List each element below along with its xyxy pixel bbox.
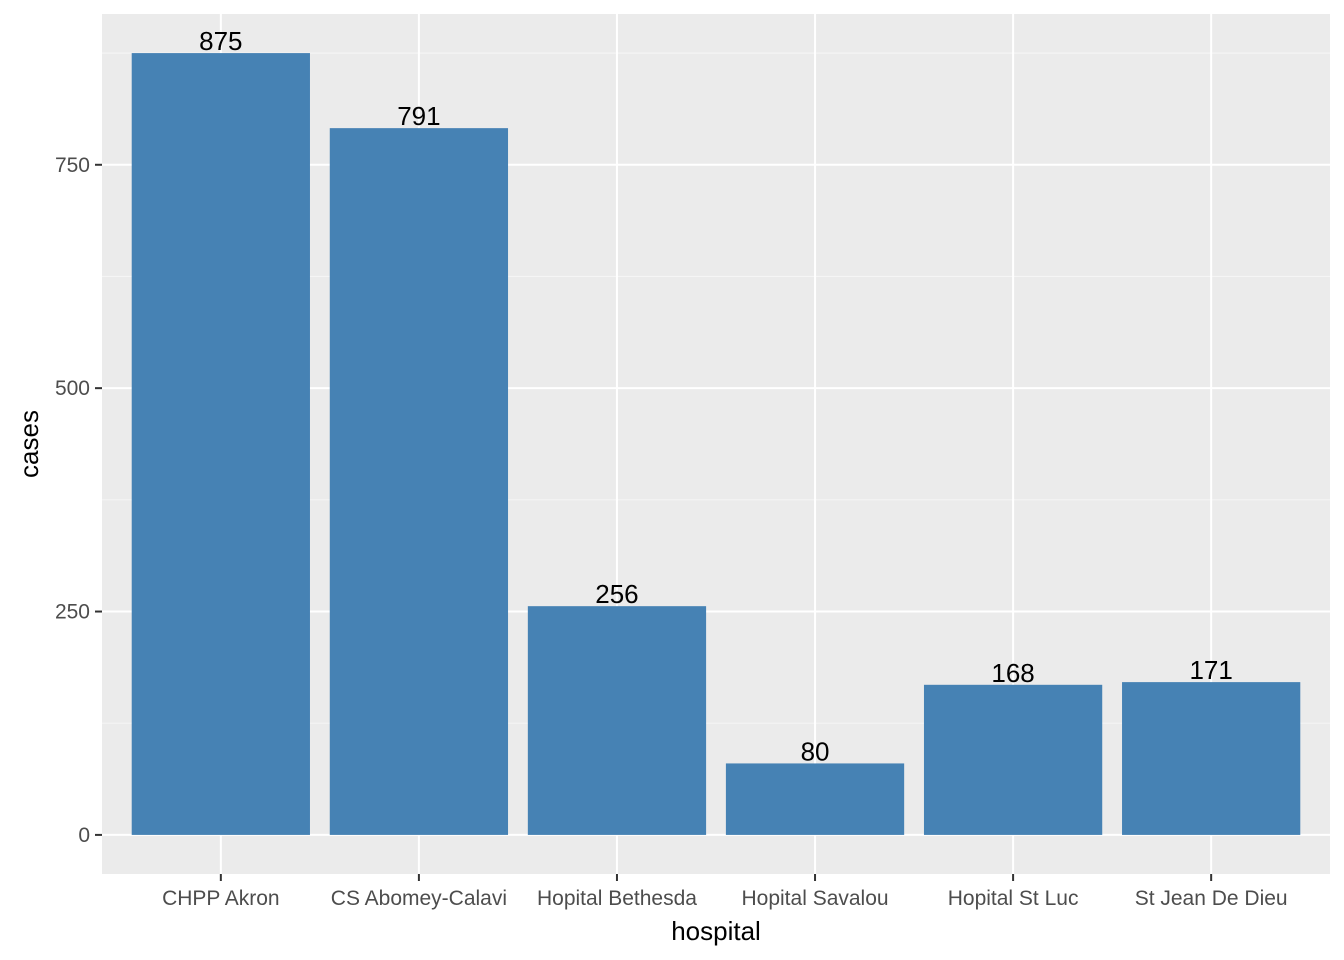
bar — [527, 606, 707, 835]
x-tick-label: Hopital Savalou — [741, 887, 888, 910]
y-tick-label: 750 — [55, 154, 90, 177]
x-tick-label: Hopital St Luc — [948, 887, 1079, 910]
data-label: 168 — [991, 658, 1034, 688]
data-label: 875 — [199, 26, 242, 56]
x-axis: CHPP Akron CS Abomey-Calavi Hopital Bethes… — [162, 874, 1288, 910]
bar — [1122, 682, 1301, 835]
data-label: 171 — [1189, 655, 1232, 685]
y-axis: 0 250 500 750 — [55, 154, 102, 847]
y-tick-label: 250 — [55, 601, 90, 624]
x-axis-title: hospital — [671, 916, 761, 946]
data-label: 256 — [595, 579, 638, 609]
data-label: 791 — [397, 101, 440, 131]
x-tick-label: Hopital Bethesda — [537, 887, 697, 910]
x-tick-label: CS Abomey-Calavi — [331, 887, 507, 910]
y-axis-title: cases — [14, 410, 44, 478]
bar — [329, 128, 509, 835]
x-tick-label: CHPP Akron — [162, 887, 280, 910]
bar — [923, 684, 1103, 835]
data-labels-group: 875 791 256 80 168 171 — [199, 26, 1233, 766]
y-tick-label: 500 — [55, 377, 90, 400]
y-tick-label: 0 — [78, 824, 90, 847]
bar — [725, 763, 905, 835]
x-tick-label: St Jean De Dieu — [1135, 887, 1288, 910]
bars-group — [131, 53, 1301, 835]
data-label: 80 — [801, 736, 830, 766]
bar — [131, 53, 310, 835]
